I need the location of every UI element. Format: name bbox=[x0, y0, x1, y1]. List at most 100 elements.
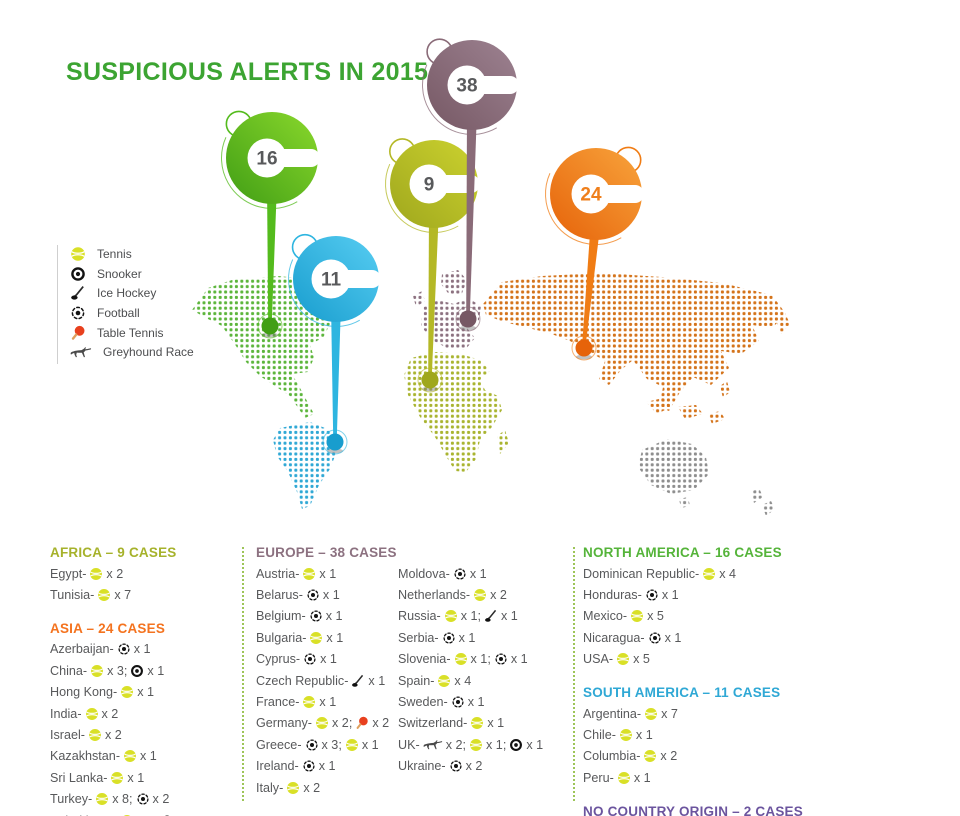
country-label: Dominican Republic bbox=[583, 566, 695, 581]
football-icon bbox=[494, 652, 508, 666]
separator: ; bbox=[462, 737, 467, 752]
count-label: x 2 bbox=[105, 728, 122, 743]
football-icon bbox=[303, 652, 317, 666]
count-label: x 1 bbox=[133, 642, 151, 657]
country-label: Austria bbox=[256, 566, 296, 581]
separator: - bbox=[344, 673, 349, 688]
country-row: Germany - x 2; x 2 bbox=[256, 713, 398, 734]
separator: - bbox=[637, 588, 642, 603]
country-row: Sri Lanka - x 1 bbox=[50, 767, 242, 788]
pin-count: 24 bbox=[580, 185, 602, 206]
separator: - bbox=[113, 685, 118, 700]
tennis-icon bbox=[90, 664, 104, 678]
country-label: China bbox=[50, 663, 83, 678]
separator: ; bbox=[502, 737, 507, 752]
country-label: UK bbox=[398, 737, 416, 752]
count-label: x 3 bbox=[107, 663, 124, 678]
europe-sublist-right: Moldova - x 1 Netherlands - x 2 Russia - x… bbox=[398, 563, 543, 798]
country-row: Dominican Republic - x 4 bbox=[583, 563, 828, 584]
country-label: Germany bbox=[256, 716, 308, 731]
country-label: Ireland bbox=[256, 759, 295, 774]
count-label: x 2 bbox=[101, 706, 119, 721]
country-row: Ukraine - x 2 bbox=[398, 756, 543, 777]
section-no-country: NO COUNTRY ORIGIN – 2 CASESx 2 bbox=[583, 804, 828, 816]
ice-hockey-icon bbox=[484, 609, 498, 623]
separator: ; bbox=[338, 737, 342, 752]
country-label: Czech Republic bbox=[256, 673, 345, 688]
country-row: Egypt - x 2 bbox=[50, 563, 242, 584]
separator: - bbox=[112, 814, 116, 816]
separator: - bbox=[446, 652, 451, 667]
separator: - bbox=[295, 652, 301, 667]
tennis-icon bbox=[88, 728, 102, 742]
continent-europe bbox=[413, 270, 481, 350]
tennis-icon bbox=[617, 771, 631, 785]
football-icon bbox=[136, 792, 150, 806]
country-label: Hong Kong bbox=[50, 685, 114, 700]
country-row: Belarus - x 1 bbox=[256, 584, 398, 605]
separator: - bbox=[297, 737, 302, 752]
snooker-icon bbox=[509, 738, 523, 752]
count-label: x 1 bbox=[526, 737, 544, 752]
country-row: Switzerland - x 1 bbox=[398, 713, 543, 734]
separator: - bbox=[636, 706, 642, 721]
separator: - bbox=[295, 566, 300, 581]
pin-satellite-dot bbox=[291, 233, 319, 261]
count-label: x 1 bbox=[137, 814, 154, 816]
separator: - bbox=[622, 609, 628, 624]
separator: - bbox=[109, 642, 114, 657]
legend-label: Ice Hockey bbox=[97, 286, 157, 301]
football-icon bbox=[648, 631, 662, 645]
separator: - bbox=[608, 652, 614, 667]
country-row: Spain - x 4 bbox=[398, 670, 543, 691]
tennis-icon bbox=[630, 609, 644, 623]
separator: ; bbox=[153, 814, 157, 816]
ice-hockey-icon bbox=[351, 674, 365, 688]
football-icon bbox=[302, 759, 316, 773]
tennis-icon bbox=[97, 588, 111, 602]
count-label: x 7 bbox=[114, 588, 132, 603]
column-divider bbox=[573, 547, 575, 801]
count-label: x 1 bbox=[361, 737, 379, 752]
football-icon bbox=[645, 588, 659, 602]
count-label: x 2 bbox=[332, 716, 349, 731]
country-row: UK - x 2; x 1; x 1 bbox=[398, 734, 543, 755]
tennis-icon bbox=[702, 567, 716, 581]
separator: - bbox=[88, 792, 93, 807]
country-label: Cyprus bbox=[256, 652, 296, 667]
separator: - bbox=[463, 716, 468, 731]
football-icon bbox=[70, 305, 86, 321]
table-tennis-icon bbox=[355, 716, 369, 730]
football-icon bbox=[453, 567, 467, 581]
separator: ; bbox=[477, 609, 482, 624]
separator: - bbox=[434, 630, 439, 645]
count-label: x 5 bbox=[647, 609, 664, 624]
country-label: Turkey bbox=[50, 792, 89, 807]
separator: - bbox=[636, 749, 641, 764]
snooker-icon bbox=[70, 266, 86, 282]
country-row: Slovenia - x 1; x 1 bbox=[398, 649, 543, 670]
count-label: x 1 bbox=[501, 609, 518, 624]
football-icon bbox=[442, 631, 456, 645]
country-row: Austria - x 1 bbox=[256, 563, 398, 584]
count-label: x 2 bbox=[152, 792, 170, 807]
snooker-icon bbox=[130, 664, 144, 678]
football-icon bbox=[309, 609, 323, 623]
page-title: SUSPICIOUS ALERTS IN 2015 bbox=[66, 58, 429, 86]
separator: - bbox=[445, 566, 450, 581]
country-row: Tunisia - x 7 bbox=[50, 584, 242, 605]
count-label: x 4 bbox=[719, 566, 737, 581]
country-label: Egypt bbox=[50, 566, 83, 581]
section-heading: NO COUNTRY ORIGIN – 2 CASES bbox=[583, 803, 803, 816]
football-icon bbox=[449, 759, 463, 773]
country-label: Israel bbox=[50, 728, 81, 743]
count-label: x 1 bbox=[127, 770, 145, 785]
country-label: USA bbox=[583, 652, 609, 667]
country-row: Czech Republic - x 1 bbox=[256, 670, 398, 691]
legend-label: Tennis bbox=[97, 246, 132, 261]
count-label: x 1 bbox=[325, 609, 343, 624]
count-label: x 1 bbox=[469, 566, 487, 581]
continent-asia bbox=[483, 273, 790, 424]
tennis-icon bbox=[120, 685, 134, 699]
count-label: x 1 bbox=[326, 630, 344, 645]
